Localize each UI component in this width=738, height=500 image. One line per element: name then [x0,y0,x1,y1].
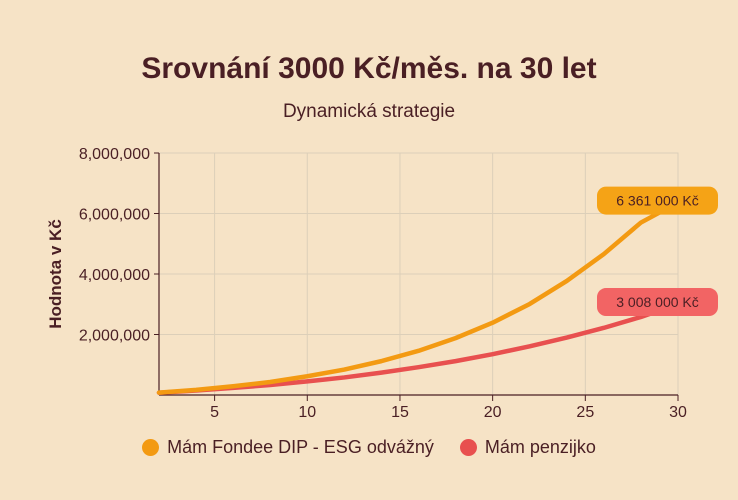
legend-marker-fondee [142,439,160,456]
end-label-1: 3 008 000 Kč [616,294,699,310]
legend-item-penzijko[interactable]: Mám penzijko [459,437,596,458]
x-tick-label: 30 [669,404,687,421]
legend-label-fondee: Mám Fondee DIP - ESG odvážný [167,437,434,457]
y-tick-label: 6,000,000 [79,207,150,224]
x-tick-label: 15 [391,404,409,421]
y-tick-label: 8,000,000 [79,146,150,163]
x-tick-label: 5 [210,404,219,421]
x-tick-label: 20 [484,404,502,421]
legend-label-penzijko: Mám penzijko [484,437,596,457]
legend-marker-penzijko [459,439,477,456]
end-label-box-0 [597,186,718,215]
end-label-0: 6 361 000 Kč [616,193,699,209]
x-tick-label: 25 [576,404,594,421]
chart-legend: Mám Fondee DIP - ESG odvážný Mám penzijk… [0,437,738,458]
y-axis-title: Hodnota v Kč [46,219,65,329]
end-label-box-1 [597,288,718,317]
chart-subtitle: Dynamická strategie [282,101,456,122]
x-tick-label: 10 [298,404,316,421]
legend-item-fondee[interactable]: Mám Fondee DIP - ESG odvážný [142,437,434,458]
y-tick-label: 4,000,000 [79,267,150,284]
series-line-0 [156,200,681,395]
series-line-1 [156,301,681,395]
chart-title: Srovnání 3000 Kč/měs. na 30 let [141,52,597,85]
y-tick-label: 2,000,000 [79,328,150,345]
